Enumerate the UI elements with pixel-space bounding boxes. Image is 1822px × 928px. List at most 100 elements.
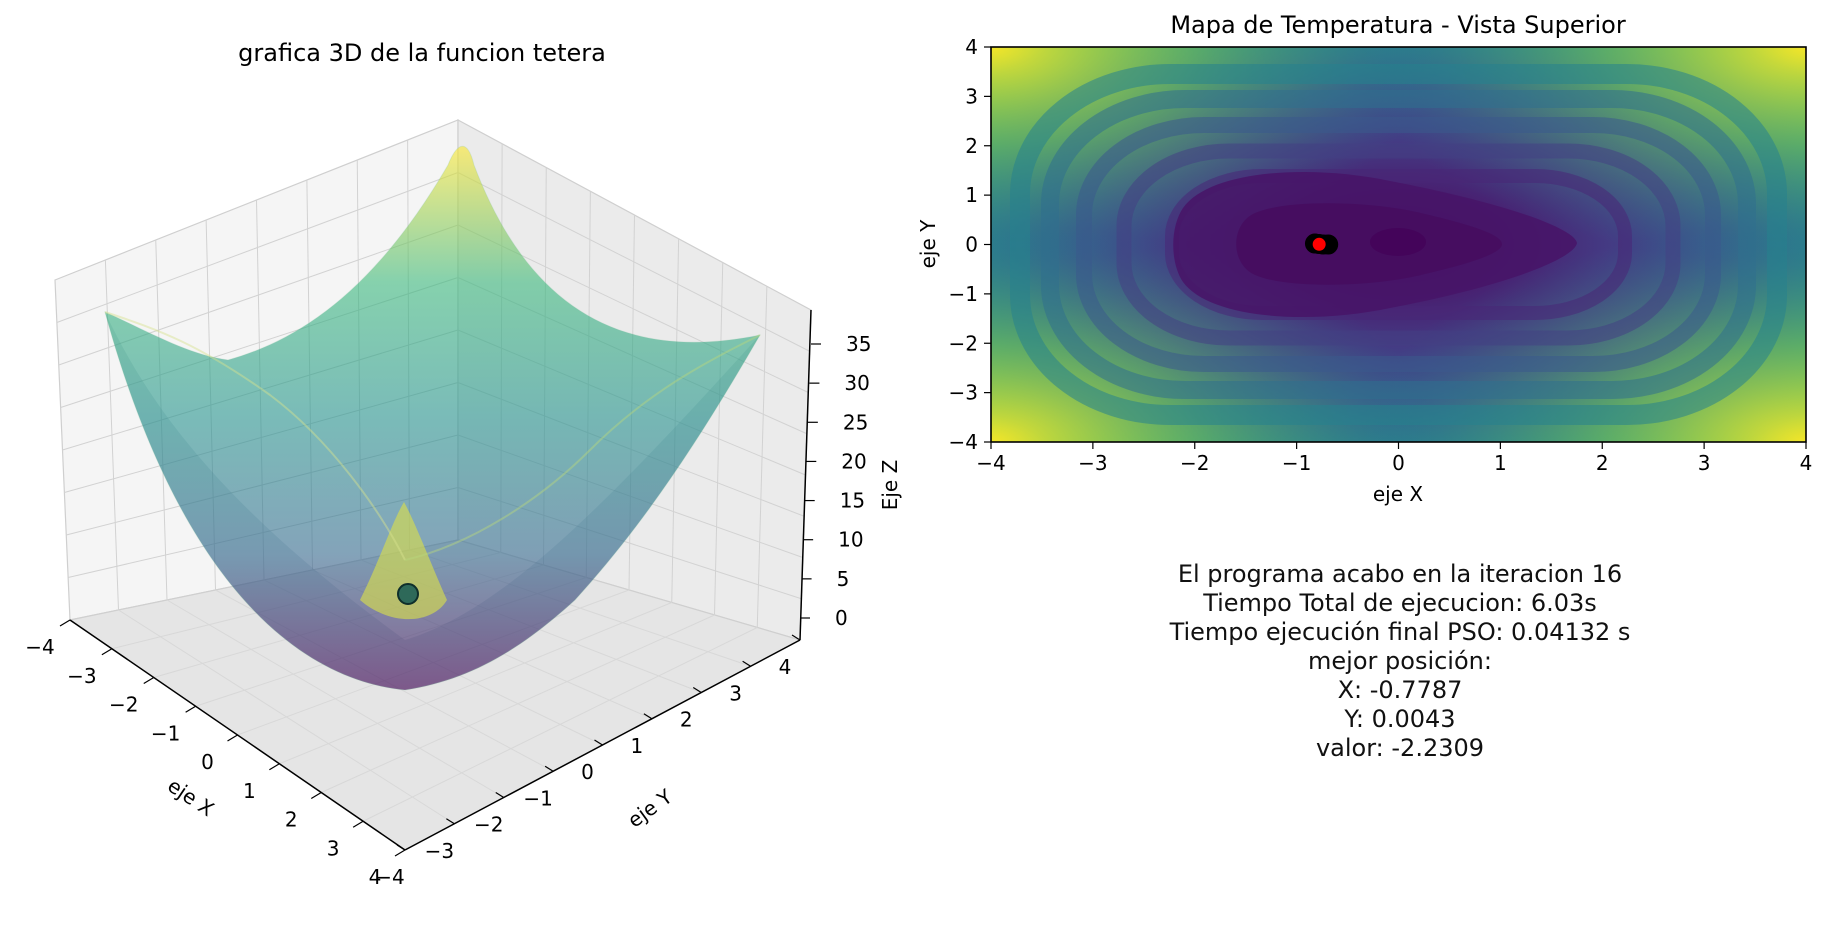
surface-z-tick-label: 25 <box>843 410 868 434</box>
surface-y-tick-mark <box>791 634 801 641</box>
surface-y-tick-mark <box>396 844 406 851</box>
surface-x-tick-mark <box>269 763 280 771</box>
heatmap-y-tick-label: 0 <box>965 233 978 257</box>
heatmap-y-tick-label: −2 <box>949 331 978 355</box>
summary-best-y: Y: 0.0043 <box>1344 705 1456 733</box>
surface-y-tick-label: −4 <box>375 865 404 889</box>
surface-x-tick-mark <box>227 734 238 742</box>
surface-left-wall-horizontal-gridline <box>56 172 459 323</box>
summary-pso-time: Tiempo ejecución final PSO: 0.04132 s <box>1169 618 1631 646</box>
surface-z-axis-line <box>799 309 812 641</box>
heatmap-y-tick-label: −3 <box>949 381 978 405</box>
surface-mesh <box>104 145 761 691</box>
heatmap-x-tick-label: −4 <box>976 451 1005 475</box>
heatmap-y-tick-label: 1 <box>965 183 978 207</box>
heatmap-x-tick-label: 3 <box>1698 451 1711 475</box>
surface-best-marker <box>397 583 419 605</box>
heatmap-band-5 <box>1165 169 1632 320</box>
surface-y-tick-label: 3 <box>729 681 742 705</box>
surface-y-tick-mark <box>544 765 554 772</box>
heatmap-x-tick-label: 2 <box>1596 451 1609 475</box>
surface-x-tick-label: 1 <box>243 779 256 803</box>
heatmap-band-1 <box>1010 64 1787 425</box>
heatmap-band-2 <box>1041 90 1756 399</box>
surface-center-peak <box>360 502 447 620</box>
surface-y-tick-label: 4 <box>779 655 792 679</box>
surface-x-tick-mark <box>185 705 196 713</box>
surface-x-tick-mark <box>143 676 155 685</box>
surface-x-axis-label: eje X <box>163 773 218 821</box>
results-summary: El programa acabo en la iteracion 16 Tie… <box>1100 560 1700 763</box>
heatmap-y-tick-label: −4 <box>949 430 978 454</box>
surface-x-tick-label: 2 <box>285 808 298 832</box>
surface-y-tick-mark <box>495 791 505 799</box>
heatmap-band-4 <box>1116 143 1681 346</box>
heatmap-y-tick-label: 3 <box>965 84 978 108</box>
surface-y-tick-mark <box>643 713 653 720</box>
surface-x-tick-label: 3 <box>327 836 340 860</box>
surface-floor-gridline-a <box>362 627 758 822</box>
heatmap-x-tick-label: −2 <box>1180 451 1209 475</box>
surface-x-tick-label: −4 <box>25 635 54 659</box>
heatmap-y-tick-label: 4 <box>965 35 978 59</box>
heatmap-surface <box>991 47 1806 442</box>
surface-x-tick-label: 0 <box>201 750 214 774</box>
surface-z-tick-label: 35 <box>846 332 871 356</box>
surface-floor-gridline-a <box>279 602 672 765</box>
heatmap-core-zone <box>1236 203 1502 285</box>
surface-y-tick-mark <box>742 660 751 667</box>
surface-y-tick-label: 2 <box>680 708 693 732</box>
heatmap-y-axis-label: eje Y <box>916 219 940 269</box>
surface-z-tick-label: 30 <box>844 371 869 395</box>
heatmap-x-tick-label: −3 <box>1078 451 1107 475</box>
surface-y-tick-label: −1 <box>523 786 552 810</box>
summary-best-position-label: mejor posición: <box>1308 647 1492 675</box>
heatmap-x-tick-label: 1 <box>1494 451 1507 475</box>
surface-y-tick-label: 1 <box>631 734 644 758</box>
surface-x-tick-label: −1 <box>151 721 180 745</box>
heatmap-y-tick-label: 2 <box>965 134 978 158</box>
surface-ridge-right <box>404 334 761 561</box>
surface-y-tick-label: −2 <box>474 813 503 837</box>
surface-x-tick-label: −2 <box>109 693 138 717</box>
summary-total-time: Tiempo Total de ejecucion: 6.03s <box>1203 589 1597 617</box>
surface-y-tick-label: 0 <box>581 760 594 784</box>
surface-x-tick-label: −3 <box>67 664 96 688</box>
summary-best-value: valor: -2.2309 <box>1315 734 1485 762</box>
surface-z-tick-label: 15 <box>840 489 865 513</box>
heatmap-x-tick-label: 4 <box>1800 451 1813 475</box>
heatmap-x-tick-label: 0 <box>1392 451 1405 475</box>
surface-plot: grafica 3D de la funcion tetera −4 −3 −2 −1… <box>25 39 902 889</box>
surface-x-tick-mark <box>352 820 364 828</box>
surface-z-axis-label: Eje Z <box>878 460 902 511</box>
surface-z-tick-label: 10 <box>838 528 863 552</box>
surface-y-axis-label: eje Y <box>623 784 677 833</box>
surface-z-tick-label: 5 <box>837 567 850 591</box>
heatmap-chart-title: Mapa de Temperatura - Vista Superior <box>1170 11 1626 39</box>
summary-best-x: X: -0.7787 <box>1337 676 1463 704</box>
heatmap-points <box>1304 233 1339 255</box>
surface-chart-title: grafica 3D de la funcion tetera <box>238 39 606 67</box>
surface-x-tick-mark <box>101 648 113 656</box>
surface-right-wall-horizontal-gridline <box>457 172 810 352</box>
surface-y-tick-mark <box>692 686 702 694</box>
surface-z-tick-label: 20 <box>841 449 866 473</box>
heatmap-y-tick-label: −1 <box>949 282 978 306</box>
surface-x-tick-mark <box>394 849 406 857</box>
heatmap-min-zone <box>1370 228 1426 256</box>
summary-iteration: El programa acabo en la iteracion 16 <box>1177 560 1623 588</box>
heatmap-plot: Mapa de Temperatura - Vista Superior −4−… <box>916 11 1812 506</box>
surface-z-tick-label: 0 <box>835 606 848 630</box>
surface-y-tick-mark <box>594 739 603 746</box>
heatmap-ticks: −4 −3 −2 −1 0 1 2 3 4 4 3 2 1 0 −1 −2 −3 −4 <box>949 35 1813 475</box>
heatmap-x-axis-label: eje X <box>1373 482 1424 506</box>
surface-y-tick-label: −3 <box>425 839 454 863</box>
surface-x-tick-label: 4 <box>369 865 382 889</box>
heatmap-x-tick-label: −1 <box>1282 451 1311 475</box>
surface-floor-gridline-a <box>321 614 715 793</box>
heatmap-best-point <box>1311 236 1327 252</box>
surface-ridge-left <box>104 311 406 561</box>
